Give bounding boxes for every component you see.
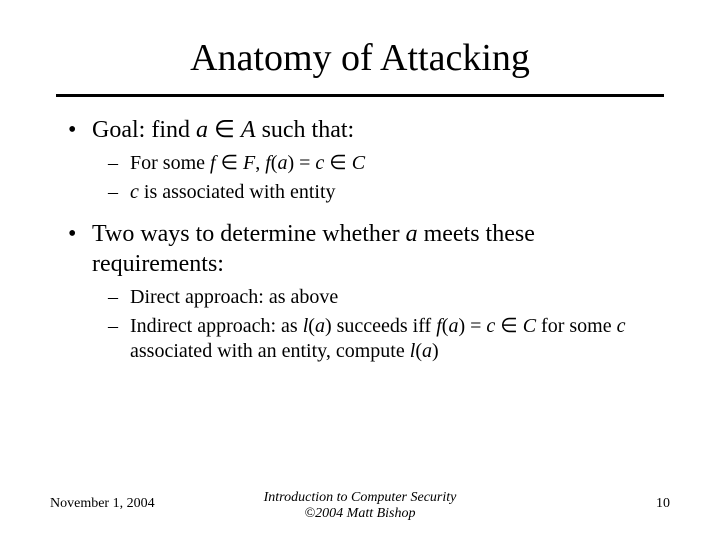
text: Indirect approach: as [130,315,303,337]
bullet-2-1: Direct approach: as above [108,285,656,310]
var-a: a [406,221,418,247]
text: ( [415,340,422,362]
text: for some [536,315,617,337]
text: Direct approach: as above [130,286,338,308]
title-rule [56,94,664,97]
var-c: c [315,152,324,174]
bullet-list: Goal: find a ∈ A such that: For some f ∈… [64,115,656,364]
text: associated with an entity, compute [130,340,410,362]
var-a: a [277,152,287,174]
text: = [294,152,315,174]
text: ) [432,340,439,362]
text: For some [130,152,210,174]
text: ∈ [208,117,241,143]
sublist-2: Direct approach: as above Indirect appro… [92,285,656,364]
text: , [255,152,265,174]
text: ( [308,315,315,337]
var-a: a [196,117,208,143]
slide: Anatomy of Attacking Goal: find a ∈ A su… [0,0,720,540]
var-a: a [448,315,458,337]
bullet-1-1: For some f ∈ F, f(a) = c ∈ C [108,151,656,176]
bullet-1-2: c is associated with entity [108,180,656,205]
bullet-2: Two ways to determine whether a meets th… [64,219,656,364]
text: is associated with entity [139,181,336,203]
var-A: A [241,117,256,143]
sublist-1: For some f ∈ F, f(a) = c ∈ C c is associ… [92,151,656,205]
var-c: c [130,181,139,203]
var-c: c [486,315,495,337]
footer-copyright: ©2004 Matt Bishop [305,506,416,521]
var-c: c [617,315,626,337]
footer-title: Introduction to Computer Security [264,490,457,505]
var-C: C [352,152,365,174]
bullet-1: Goal: find a ∈ A such that: For some f ∈… [64,115,656,205]
bullet-2-2: Indirect approach: as l(a) succeeds iff … [108,314,656,364]
var-a: a [422,340,432,362]
var-C: C [523,315,536,337]
text: ∈ [495,315,522,337]
var-a: a [315,315,325,337]
text: succeeds iff [332,315,437,337]
text: such that: [256,117,355,143]
footer-center: Introduction to Computer Security ©2004 … [0,490,720,522]
text: ∈ [216,152,243,174]
var-F: F [243,152,255,174]
text: Two ways to determine whether [92,221,406,247]
slide-body: Goal: find a ∈ A such that: For some f ∈… [0,115,720,364]
text: = [465,315,486,337]
slide-title: Anatomy of Attacking [0,0,720,88]
text: ∈ [324,152,351,174]
text: ) [325,315,332,337]
text: Goal: find [92,117,196,143]
footer-page: 10 [656,496,670,512]
